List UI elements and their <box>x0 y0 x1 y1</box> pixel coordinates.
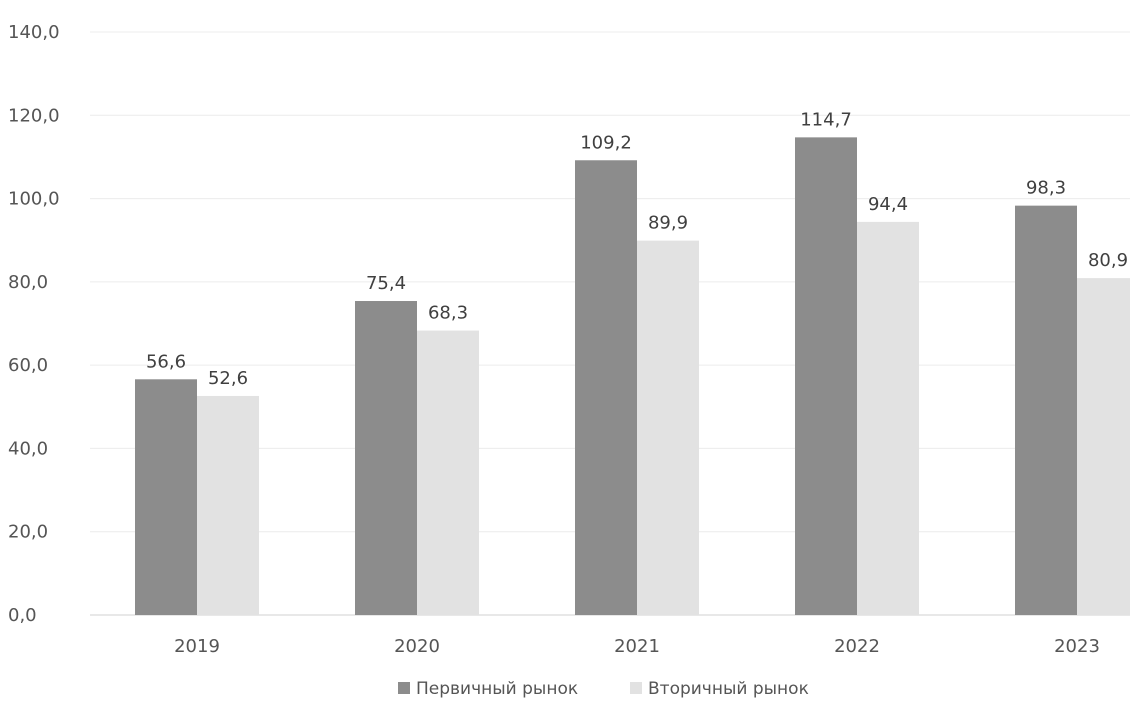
bar-secondary-2019 <box>197 395 259 615</box>
legend-label: Первичный рынок <box>416 679 578 699</box>
y-tick-label: 80,0 <box>8 272 48 293</box>
category-label: 2023 <box>1054 636 1100 657</box>
bar-secondary-2023 <box>1077 278 1130 615</box>
y-tick-label: 120,0 <box>8 105 60 126</box>
bars <box>135 137 1130 616</box>
data-label: 89,9 <box>648 213 688 234</box>
data-label: 80,9 <box>1088 250 1128 271</box>
bar-secondary-2021 <box>637 240 699 615</box>
data-labels: 56,6 52,6 75,4 68,3 109,2 89,9 114,7 94,4 98,3 80… <box>146 109 1128 389</box>
category-label: 2019 <box>174 636 220 657</box>
legend-swatch <box>398 682 410 694</box>
category-label: 2021 <box>614 636 660 657</box>
bar-primary-2020 <box>355 301 417 615</box>
bar-primary-2021 <box>575 160 637 615</box>
data-label: 52,6 <box>208 368 248 389</box>
y-tick-label: 0,0 <box>8 605 37 626</box>
legend-label: Вторичный рынок <box>648 679 809 699</box>
y-tick-label: 60,0 <box>8 355 48 376</box>
bar-secondary-2020 <box>417 330 479 615</box>
data-label: 75,4 <box>366 273 406 294</box>
data-label: 94,4 <box>868 194 908 215</box>
bar-primary-2019 <box>135 379 197 615</box>
legend-swatch <box>630 682 642 694</box>
y-axis-tick-labels: 0,0 20,0 40,0 60,0 80,0 100,0 120,0 140,0 <box>8 22 60 626</box>
bar-primary-2022 <box>795 137 857 615</box>
y-tick-label: 20,0 <box>8 522 48 543</box>
data-label: 56,6 <box>146 351 186 372</box>
y-tick-label: 40,0 <box>8 438 48 459</box>
data-label: 68,3 <box>428 303 468 324</box>
bar-secondary-2022 <box>857 221 919 616</box>
data-label: 98,3 <box>1026 178 1066 199</box>
category-label: 2020 <box>394 636 440 657</box>
data-label: 109,2 <box>580 132 632 153</box>
legend: Первичный рынок Вторичный рынок <box>398 679 809 699</box>
data-label: 114,7 <box>800 109 852 130</box>
bar-primary-2023 <box>1015 205 1077 616</box>
y-tick-label: 100,0 <box>8 189 60 210</box>
category-label: 2022 <box>834 636 880 657</box>
x-axis-category-labels: 2019 2020 2021 2022 2023 <box>174 636 1100 657</box>
y-tick-label: 140,0 <box>8 22 60 43</box>
